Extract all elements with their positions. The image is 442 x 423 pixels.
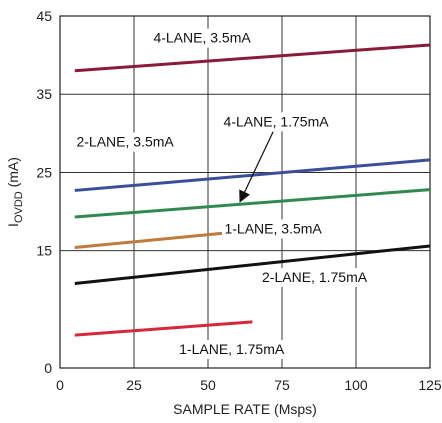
y-axis-title: IOVDD (mA) [5, 157, 25, 227]
x-tick-label: 50 [200, 377, 216, 393]
series-line [74, 188, 431, 219]
series-line [74, 244, 431, 286]
annotation-background [222, 219, 325, 239]
annotation-background [74, 132, 177, 152]
series-annotation: 1-LANE, 1.75mA [179, 341, 285, 357]
y-tick-label: 15 [36, 243, 52, 259]
y-axis-title-main: I [5, 223, 21, 227]
x-tick-label: 75 [274, 377, 290, 393]
y-tick-label: 35 [36, 86, 52, 102]
y-axis-title-subscript: OVDD [13, 191, 25, 223]
annotation-layer: 4-LANE, 3.5mA 2-LANE, 3.5mA 4-LANE, 1.75mA… [74, 28, 370, 359]
series-annotation: 1-LANE, 3.5mA [224, 220, 322, 236]
annotation-background [176, 339, 287, 359]
y-tick-label: 45 [36, 8, 52, 24]
series-annotation: 4-LANE, 1.75mA [224, 113, 330, 129]
series-annotation: 2-LANE, 1.75mA [262, 269, 368, 285]
y-tick-label: 0 [44, 360, 52, 376]
x-tick-label: 100 [344, 377, 368, 393]
series-annotation: 2-LANE, 3.5mA [76, 134, 174, 150]
x-tick-label: 0 [56, 377, 64, 393]
plot-frame [59, 15, 431, 369]
y-tick-labels: 0 15 25 35 45 [36, 8, 52, 376]
series-annotation: 4-LANE, 3.5mA [153, 30, 251, 46]
series-layer [74, 43, 431, 337]
x-tick-label: 125 [418, 377, 442, 393]
y-tick-label: 25 [36, 164, 52, 180]
x-axis-title: SAMPLE RATE (Msps) [173, 401, 317, 417]
annotation-arrow [239, 131, 274, 203]
y-axis-title-unit: (mA) [5, 157, 21, 191]
x-tick-label: 25 [126, 377, 142, 393]
annotation-background [221, 112, 331, 132]
annotation-background [259, 267, 370, 287]
x-tick-labels: 0 25 50 75 100 125 [56, 377, 442, 393]
annotation-background [150, 28, 254, 48]
series-line [74, 320, 253, 337]
series-line [74, 43, 431, 73]
